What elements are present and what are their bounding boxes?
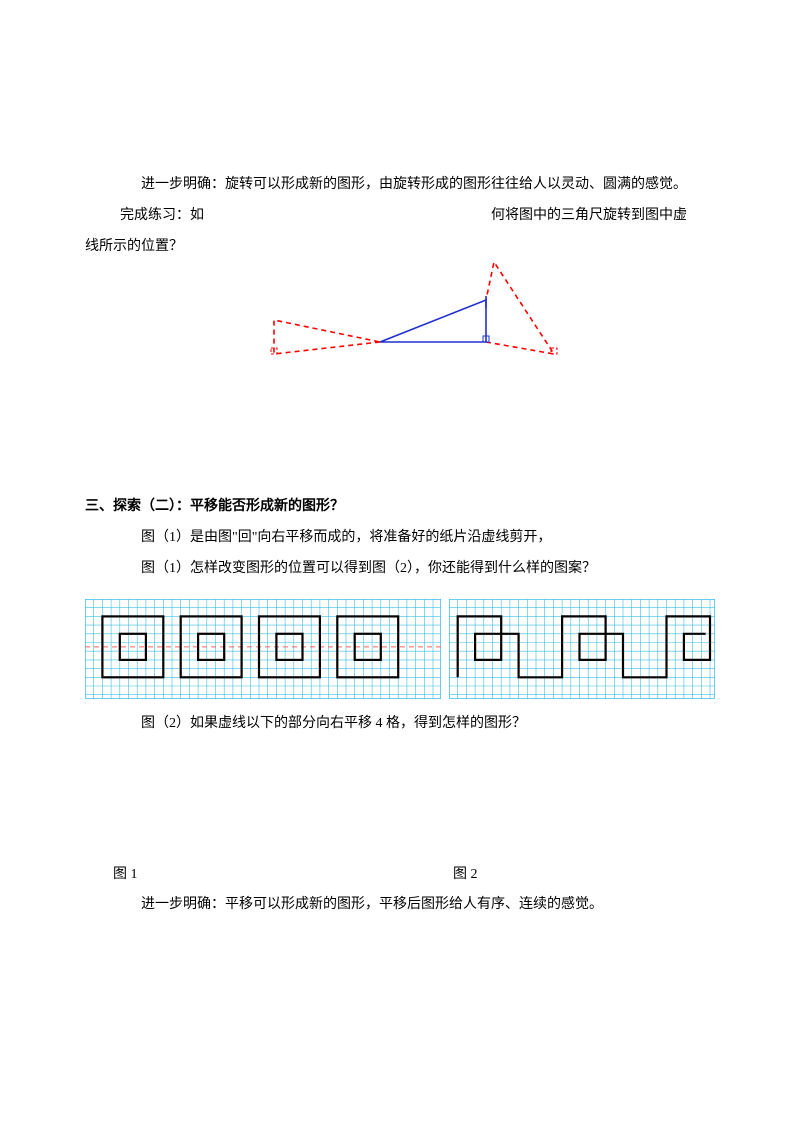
figure-label-2: 图 2 (453, 860, 478, 891)
paragraph-translation-summary: 进一步明确：平移可以形成新的图形，平移后图形给人有序、连续的感觉。 (113, 890, 715, 921)
paragraph-translation-1: 图（1）是由图"回"向右平移而成的，将准备好的纸片沿虚线剪开， (113, 523, 715, 554)
grid-figure-1 (85, 599, 441, 699)
paragraph-translation-2: 图（1）怎样改变图形的位置可以得到图（2），你还能得到什么样的图案？ (113, 554, 715, 585)
triangle-diagram (230, 262, 570, 392)
section-heading: 三、探索（二）：平移能否形成新的图形？ (85, 492, 715, 523)
paragraph-translation-3: 图（2）如果虚线以下的部分向右平移 4 格，得到怎样的图形？ (113, 709, 715, 740)
exercise-suffix: 何将图中的三角尺旋转到图中虚 (491, 208, 687, 223)
grid-figure-2 (449, 599, 715, 699)
exercise-line-1: 完成练习：如 何将图中的三角尺旋转到图中虚 (120, 201, 715, 232)
figure-labels-row: 图 1 图 2 (113, 860, 715, 891)
exercise-prefix: 完成练习：如 (120, 208, 204, 223)
exercise-line-2: 线所示的位置？ (85, 232, 715, 263)
figure-label-1: 图 1 (113, 860, 453, 891)
paragraph-rotation-summary: 进一步明确：旋转可以形成新的图形，由旋转形成的图形往往给人以灵动、圆满的感觉。 (113, 170, 715, 201)
